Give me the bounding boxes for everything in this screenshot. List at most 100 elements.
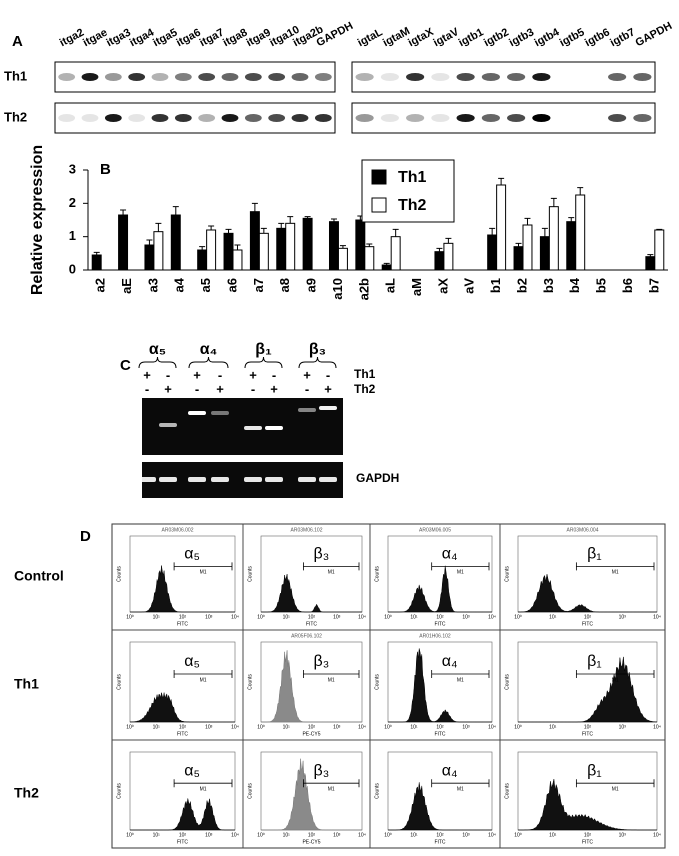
error-bar	[208, 225, 215, 230]
y-tick-label: 2	[69, 195, 76, 210]
bar	[170, 214, 181, 271]
gel-band	[138, 477, 156, 482]
x-tick-label: aX	[435, 278, 450, 294]
y-axis-label: Counts	[247, 566, 253, 582]
y-axis-label: Counts	[374, 674, 380, 690]
x-tick-label: 10¹	[410, 832, 418, 838]
bar	[566, 221, 577, 271]
gate-line	[173, 670, 233, 678]
blot-band	[532, 73, 551, 81]
blot-band	[198, 73, 216, 81]
bar	[575, 194, 586, 271]
x-tick-label: 10³	[205, 724, 213, 730]
x-tick-label: 10⁰	[514, 832, 522, 838]
y-axis-label: Relative expression	[29, 145, 46, 295]
x-tick-label: 10¹	[283, 832, 291, 838]
x-tick-label: 10⁰	[384, 614, 392, 620]
y-axis-label: Counts	[116, 566, 122, 582]
y-axis-label: Counts	[116, 783, 122, 799]
gel-band	[244, 477, 262, 482]
x-axis-label: FITC	[582, 621, 593, 627]
x-tick-label: 10⁰	[257, 724, 265, 730]
blot-band	[174, 73, 192, 81]
error-bar	[436, 247, 443, 252]
y-axis-label: Counts	[504, 674, 510, 690]
histogram	[518, 656, 658, 723]
blot-band	[81, 73, 99, 81]
x-axis-label: FITC	[582, 731, 593, 737]
legend-label: Th2	[398, 197, 427, 214]
x-tick-label: 10¹	[549, 724, 557, 730]
gate-line	[173, 779, 233, 788]
error-bar	[515, 242, 522, 247]
x-tick-label: 10³	[462, 724, 470, 730]
gel-band	[188, 411, 206, 415]
gel-band	[188, 477, 206, 482]
x-tick-label: 10³	[205, 832, 213, 838]
bar	[390, 236, 401, 271]
error-bar	[287, 216, 294, 224]
cell-header: AR03M06.005	[419, 527, 451, 533]
error-bar	[278, 222, 285, 229]
bar	[355, 219, 366, 271]
lane-label: igtb2	[482, 26, 511, 49]
error-bar	[550, 197, 557, 207]
x-tick-label: 10⁰	[126, 614, 134, 620]
gel-band	[159, 423, 177, 427]
gate-line	[575, 562, 655, 571]
histogram	[130, 565, 235, 613]
gate-line	[431, 670, 490, 678]
error-bar	[524, 217, 531, 225]
x-tick-label: 10¹	[153, 832, 161, 838]
y-axis-label: Counts	[116, 674, 122, 690]
histogram	[388, 648, 492, 723]
bar	[513, 246, 524, 271]
error-bar	[383, 262, 390, 265]
x-tick-label: 10⁰	[514, 614, 522, 620]
x-tick-label: b1	[488, 278, 503, 293]
gate-line	[575, 670, 655, 678]
blot-band	[431, 114, 450, 122]
gel-band	[159, 477, 177, 482]
sign: +	[193, 367, 201, 382]
x-tick-label: b3	[541, 278, 556, 293]
x-tick-label: 10³	[619, 614, 627, 620]
x-tick-label: a2	[93, 278, 108, 292]
histogram	[518, 778, 657, 831]
gel-band	[319, 406, 337, 410]
histogram-axes	[129, 535, 236, 613]
blot-frame	[351, 102, 656, 134]
x-axis-label: FITC	[582, 839, 593, 845]
x-axis-label: FITC	[434, 621, 445, 627]
error-bar	[392, 228, 399, 237]
lane-label: igtb3	[507, 26, 536, 49]
x-tick-label: a7	[251, 278, 266, 292]
x-axis-label: PE-CY5	[302, 839, 320, 845]
x-tick-label: 10¹	[283, 614, 291, 620]
sign: +	[143, 367, 151, 382]
blot-frame	[54, 61, 336, 93]
blot-band	[151, 114, 169, 122]
x-tick-label: 10⁰	[126, 724, 134, 730]
gate-label: M1	[200, 570, 207, 576]
error-bar	[146, 239, 153, 245]
histogram	[518, 574, 657, 613]
histogram	[130, 798, 235, 831]
bar	[144, 244, 155, 271]
x-tick-label: 10¹	[549, 832, 557, 838]
x-tick-label: a10	[330, 278, 345, 300]
marker-label: α₄	[442, 653, 458, 670]
sign: -	[251, 381, 255, 396]
gate-label: M1	[612, 787, 619, 793]
lane-label: igtaL	[356, 26, 385, 49]
cell-frame	[499, 629, 666, 741]
x-tick-label: aE	[119, 278, 134, 294]
x-tick-label: 10²	[436, 724, 444, 730]
lane-label: igtb1	[457, 26, 486, 49]
sign: +	[270, 381, 278, 396]
group-label: α₅	[149, 341, 166, 358]
row-label: Th2	[14, 785, 39, 801]
x-tick-label: 10¹	[410, 724, 418, 730]
histogram	[388, 565, 492, 613]
blot-band	[104, 73, 122, 81]
